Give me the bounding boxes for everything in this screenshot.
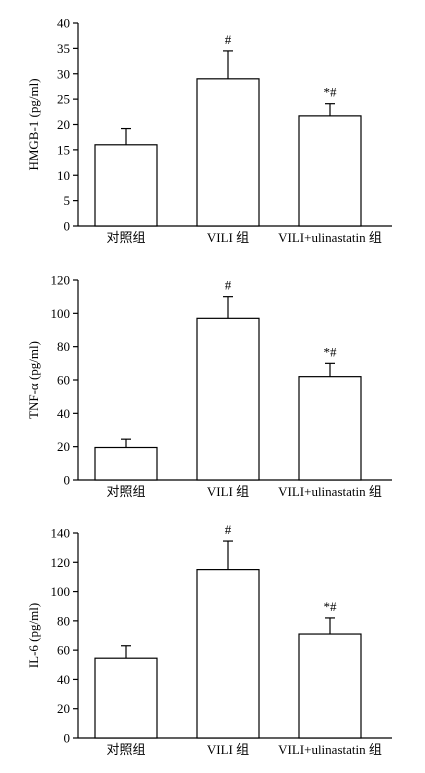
significance-marker: # xyxy=(225,278,232,293)
bar xyxy=(94,657,158,739)
y-tick-label: 20 xyxy=(57,439,70,454)
significance-marker: # xyxy=(225,32,232,47)
bar xyxy=(196,78,260,227)
y-tick-label: 30 xyxy=(57,66,70,81)
y-tick-label: 35 xyxy=(57,41,70,56)
tnf-alpha-chart: 0 20 40 60 80 100 120 TNF-α (pg/ml) 对照组 # VILI 组 *#… xyxy=(26,273,392,499)
category-label: VILI 组 xyxy=(207,230,249,245)
y-tick-label: 60 xyxy=(57,373,70,388)
significance-marker: *# xyxy=(324,85,338,100)
y-tick-label: 100 xyxy=(51,584,71,599)
y-axis-label: IL-6 (pg/ml) xyxy=(26,603,41,668)
y-tick-label: 120 xyxy=(51,273,71,288)
significance-marker: *# xyxy=(324,599,338,614)
bar xyxy=(196,569,260,739)
category-label: VILI+ulinastatin 组 xyxy=(278,742,382,757)
y-tick-label: 80 xyxy=(57,339,70,354)
bar xyxy=(298,376,362,481)
bar xyxy=(196,317,260,481)
y-tick-label: 120 xyxy=(51,555,71,570)
y-tick-label: 140 xyxy=(51,526,71,541)
category-label: VILI+ulinastatin 组 xyxy=(278,484,382,499)
y-tick-label: 0 xyxy=(64,731,71,746)
y-tick-label: 40 xyxy=(57,16,70,31)
y-axis-label: TNF-α (pg/ml) xyxy=(26,341,41,419)
category-label: VILI+ulinastatin 组 xyxy=(278,230,382,245)
hmgb1-chart: 0 5 10 15 20 25 30 35 40 HMGB-1 (pg/ml) 对照组 # VILI 组… xyxy=(26,16,392,245)
category-label: 对照组 xyxy=(106,742,145,757)
y-tick-label: 20 xyxy=(57,117,70,132)
category-label: VILI 组 xyxy=(207,484,249,499)
bar xyxy=(94,144,158,227)
y-tick-label: 15 xyxy=(57,142,70,157)
y-tick-label: 0 xyxy=(64,219,71,234)
bar xyxy=(298,115,362,227)
y-tick-label: 100 xyxy=(51,306,71,321)
category-label: VILI 组 xyxy=(207,742,249,757)
category-label: 对照组 xyxy=(106,484,145,499)
y-tick-label: 0 xyxy=(64,473,71,488)
il6-chart: 0 20 40 60 80 100 120 140 IL-6 (pg/ml) 对照组 # VILI 组… xyxy=(26,522,392,757)
y-tick-label: 60 xyxy=(57,643,70,658)
y-tick-label: 25 xyxy=(57,92,70,107)
category-label: 对照组 xyxy=(106,230,145,245)
significance-marker: # xyxy=(225,522,232,537)
y-axis-label: HMGB-1 (pg/ml) xyxy=(26,78,41,170)
y-tick-label: 40 xyxy=(57,406,70,421)
bar xyxy=(298,633,362,739)
y-tick-label: 20 xyxy=(57,701,70,716)
y-tick-label: 40 xyxy=(57,672,70,687)
significance-marker: *# xyxy=(324,344,338,359)
y-tick-label: 10 xyxy=(57,168,70,183)
y-tick-label: 80 xyxy=(57,613,70,628)
y-tick-label: 5 xyxy=(64,193,71,208)
bar xyxy=(94,446,158,481)
